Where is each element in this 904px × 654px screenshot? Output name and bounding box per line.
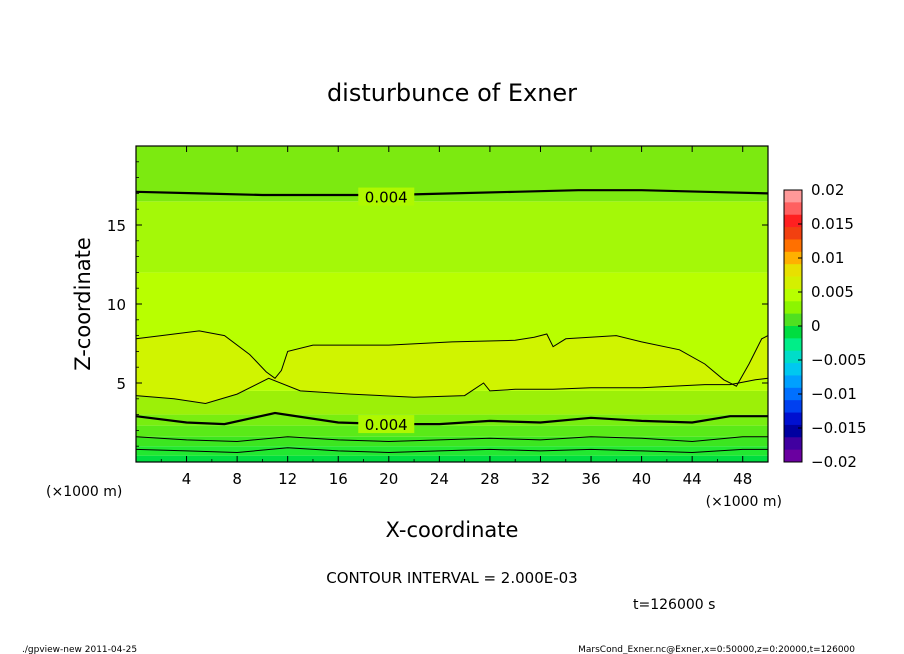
x-tick-label-32: 32 — [531, 470, 550, 488]
contour-line-0 — [135, 411, 768, 426]
colorbar-swatch-7 — [784, 276, 802, 290]
x-tick-label-40: 40 — [632, 470, 651, 488]
x-tick-label-4: 4 — [182, 470, 192, 488]
colorbar-swatch-10 — [784, 313, 802, 327]
colorbar: 0.02 0.015 0.01 0.005 0 −0.005 −0.01 −0.015 −0.0… — [783, 181, 867, 471]
contour-line-5 — [135, 377, 769, 405]
footer-right: MarsCond_Exner.nc@Exner,x=0:50000,z=0:20… — [578, 645, 855, 654]
colorbar-swatch-21 — [784, 449, 802, 463]
field-band-0 — [136, 455, 768, 462]
colorbar-swatch-8 — [784, 288, 802, 302]
chart-title: disturbunce of Exner — [327, 79, 577, 107]
colorbar-swatch-16 — [784, 387, 802, 401]
colorbar-swatch-14 — [784, 363, 802, 376]
colorbar-swatch-15 — [784, 375, 802, 389]
field-band-4 — [136, 414, 768, 426]
y-tick-label-5: 5 — [116, 375, 126, 393]
x-tick-label-16: 16 — [329, 470, 348, 488]
colorbar-swatch-9 — [784, 301, 802, 315]
colorbar-swatch-20 — [784, 437, 802, 451]
contour-label-bg-1 — [358, 187, 415, 206]
x-unit-left: (×1000 m) — [46, 484, 122, 500]
colorbar-label-7: −0.015 — [811, 419, 867, 437]
x-tick-label-36: 36 — [581, 470, 600, 488]
colorbar-swatch-3 — [784, 227, 802, 240]
time-note: t=126000 s — [633, 597, 715, 613]
contour-line-1 — [135, 189, 769, 197]
colorbar-label-6: −0.01 — [811, 385, 857, 403]
colorbar-label-5: −0.005 — [811, 351, 867, 369]
colorbar-swatch-1 — [784, 202, 802, 216]
colorbar-swatch-17 — [784, 400, 802, 413]
colorbar-label-1: 0.015 — [811, 215, 854, 233]
x-tick-label-44: 44 — [683, 470, 702, 488]
colorbar-label-3: 0.005 — [811, 283, 854, 301]
x-tick-label-12: 12 — [278, 470, 297, 488]
field-band-7 — [136, 201, 768, 273]
contour-line-4 — [135, 330, 769, 387]
colorbar-label-4: 0 — [811, 317, 821, 335]
footer-left: ./gpview-new 2011-04-25 — [22, 645, 137, 654]
colorbar-swatch-0 — [784, 190, 802, 203]
colorbar-swatch-11 — [784, 326, 802, 339]
x-tick-label-48: 48 — [733, 470, 752, 488]
x-tick-label-24: 24 — [430, 470, 449, 488]
contour-label-1: 0.004 — [365, 189, 408, 207]
colorbar-label-8: −0.02 — [811, 453, 857, 471]
field-band-2 — [136, 436, 768, 447]
x-tick-label-20: 20 — [379, 470, 398, 488]
colorbar-label-2: 0.01 — [811, 249, 844, 267]
x-axis-label: X-coordinate — [386, 518, 519, 542]
contour-label-0: 0.004 — [365, 416, 408, 434]
field-band-5 — [136, 390, 768, 415]
colorbar-swatch-19 — [784, 424, 802, 438]
colorbar-swatch-5 — [784, 251, 802, 265]
y-tick-label-10: 10 — [107, 296, 126, 314]
y-axis-label: Z-coordinate — [71, 237, 95, 371]
colorbar-swatch-13 — [784, 350, 802, 364]
colorbar-label-0: 0.02 — [811, 181, 844, 199]
x-tick-label-8: 8 — [232, 470, 242, 488]
contour-label-bg-0 — [358, 415, 415, 434]
contour-interval-note: CONTOUR INTERVAL = 2.000E-03 — [326, 569, 577, 587]
field-band-3 — [136, 425, 768, 437]
colorbar-swatch-18 — [784, 412, 802, 426]
colorbar-swatch-6 — [784, 264, 802, 277]
x-tick-label-28: 28 — [480, 470, 499, 488]
contour-line-3 — [135, 447, 768, 454]
colorbar-swatch-4 — [784, 239, 802, 253]
field-band-8 — [136, 146, 768, 202]
y-tick-label-15: 15 — [107, 217, 126, 235]
field-high-region — [136, 330, 768, 404]
colorbar-swatch-2 — [784, 214, 802, 228]
contour-line-2 — [135, 436, 768, 443]
x-unit-right: (×1000 m) — [706, 494, 782, 510]
colorbar-swatch-12 — [784, 338, 802, 352]
